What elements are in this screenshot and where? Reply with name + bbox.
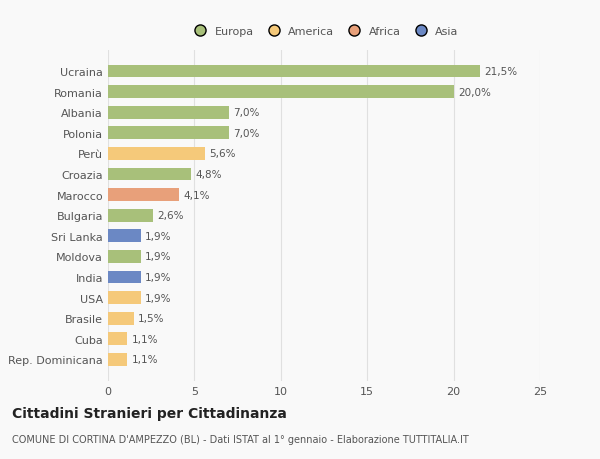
Text: 1,5%: 1,5% [138, 313, 165, 324]
Text: 4,1%: 4,1% [183, 190, 209, 200]
Legend: Europa, America, Africa, Asia: Europa, America, Africa, Asia [185, 23, 463, 42]
Bar [108, 333, 127, 346]
Text: 5,6%: 5,6% [209, 149, 236, 159]
Bar [108, 251, 141, 263]
Text: 21,5%: 21,5% [484, 67, 517, 77]
Text: 7,0%: 7,0% [233, 129, 260, 139]
Bar [108, 189, 179, 202]
Text: 1,1%: 1,1% [131, 355, 158, 364]
Text: 1,9%: 1,9% [145, 272, 172, 282]
Bar [108, 66, 479, 78]
Text: 2,6%: 2,6% [157, 211, 184, 221]
Text: Cittadini Stranieri per Cittadinanza: Cittadini Stranieri per Cittadinanza [12, 406, 287, 420]
Text: 1,9%: 1,9% [145, 293, 172, 303]
Bar [108, 148, 205, 161]
Text: 20,0%: 20,0% [458, 88, 491, 97]
Bar [108, 86, 454, 99]
Text: 1,9%: 1,9% [145, 252, 172, 262]
Bar [108, 291, 141, 304]
Bar [108, 106, 229, 119]
Text: COMUNE DI CORTINA D'AMPEZZO (BL) - Dati ISTAT al 1° gennaio - Elaborazione TUTTI: COMUNE DI CORTINA D'AMPEZZO (BL) - Dati … [12, 434, 469, 444]
Bar [108, 230, 141, 243]
Text: 1,1%: 1,1% [131, 334, 158, 344]
Bar [108, 312, 134, 325]
Bar [108, 168, 191, 181]
Bar [108, 127, 229, 140]
Bar [108, 353, 127, 366]
Text: 4,8%: 4,8% [195, 170, 222, 179]
Text: 1,9%: 1,9% [145, 231, 172, 241]
Bar [108, 209, 153, 222]
Bar [108, 271, 141, 284]
Text: 7,0%: 7,0% [233, 108, 260, 118]
